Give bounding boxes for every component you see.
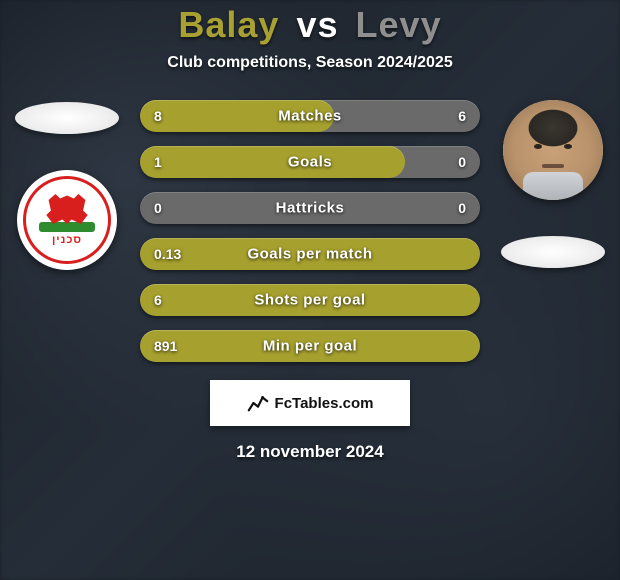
- brand-text: FcTables.com: [275, 395, 374, 412]
- stat-row: 0.13 Goals per match: [140, 238, 480, 270]
- stat-label: Goals: [288, 154, 332, 171]
- stat-label: Matches: [278, 108, 342, 125]
- stat-value-right: 0: [458, 154, 466, 170]
- stat-value-right: 6: [458, 108, 466, 124]
- stat-value-left: 6: [154, 292, 162, 308]
- player2-name: Levy: [356, 4, 442, 45]
- stat-value-left: 891: [154, 338, 177, 354]
- stat-row: 6 Shots per goal: [140, 284, 480, 316]
- stat-row: 8 Matches 6: [140, 100, 480, 132]
- stat-value-left: 1: [154, 154, 162, 170]
- stat-value-left: 0.13: [154, 246, 181, 262]
- bull-icon: [44, 194, 90, 224]
- player2-photo: [503, 100, 603, 200]
- stat-value-right: 0: [458, 200, 466, 216]
- player1-side: סכנין: [12, 100, 122, 270]
- stat-row: 891 Min per goal: [140, 330, 480, 362]
- brand-logo-icon: [247, 392, 269, 414]
- stat-label: Shots per goal: [254, 292, 365, 309]
- player1-photo-placeholder: [15, 102, 119, 134]
- stat-label: Min per goal: [263, 338, 357, 355]
- club-badge-icon: סכנין: [23, 176, 111, 264]
- stat-value-left: 8: [154, 108, 162, 124]
- stat-label: Goals per match: [247, 246, 372, 263]
- stat-label: Hattricks: [276, 200, 345, 217]
- stat-row: 1 Goals 0: [140, 146, 480, 178]
- stat-row: 0 Hattricks 0: [140, 192, 480, 224]
- face-icon: [503, 100, 603, 200]
- date-text: 12 november 2024: [0, 442, 620, 462]
- main-comparison: סכנין 8 Matches 6 1 Goals 0 0 Hattricks 0 0.13 Goa…: [0, 100, 620, 362]
- player1-club-badge: סכנין: [17, 170, 117, 270]
- club-name-text: סכנין: [52, 234, 82, 246]
- player2-side: [498, 100, 608, 268]
- player2-club-placeholder: [501, 236, 605, 268]
- subtitle: Club competitions, Season 2024/2025: [0, 54, 620, 72]
- comparison-title: Balay vs Levy: [0, 4, 620, 46]
- player1-name: Balay: [178, 4, 279, 45]
- stat-bars: 8 Matches 6 1 Goals 0 0 Hattricks 0 0.13 Goals per…: [140, 100, 480, 362]
- stat-bar-fill: [140, 146, 405, 178]
- vs-separator: vs: [296, 4, 338, 45]
- brand-badge: FcTables.com: [210, 380, 410, 426]
- stat-value-left: 0: [154, 200, 162, 216]
